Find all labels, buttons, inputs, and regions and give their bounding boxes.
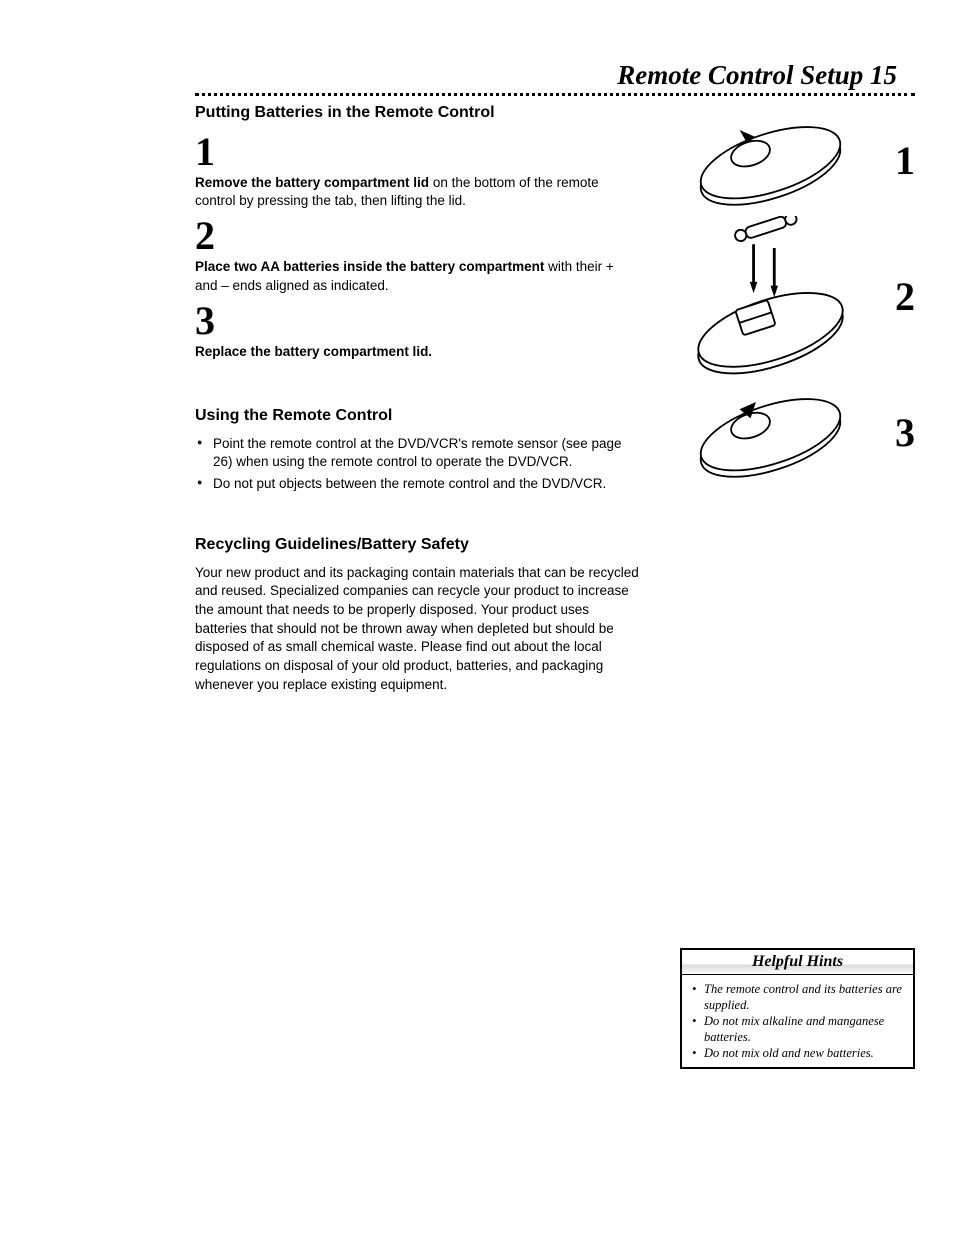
helpful-hints-title: Helpful Hints [682,950,913,975]
step-number-2: 2 [195,216,640,256]
step-2-bold: Place two AA batteries inside the batter… [195,259,544,274]
list-item: Do not put objects between the remote co… [197,475,640,493]
figure-number-3: 3 [891,409,915,456]
figure-row-2: 2 [660,216,915,376]
helpful-hints-box: Helpful Hints The remote control and its… [680,948,915,1069]
main-columns: Putting Batteries in the Remote Control … [195,104,915,694]
figure-column: 1 [660,104,915,482]
step-number-3: 3 [195,301,640,341]
list-item: Do not mix alkaline and manganese batter… [692,1013,905,1045]
remote-lid-on-icon [660,382,881,482]
text-column: Putting Batteries in the Remote Control … [195,104,660,694]
list-item: Point the remote control at the DVD/VCR'… [197,435,640,471]
step-3-text: Replace the battery compartment lid. [195,343,640,361]
heading-recycling: Recycling Guidelines/Battery Safety [195,536,640,554]
step-1-text: Remove the battery compartment lid on th… [195,174,640,210]
figure-stack: 1 [660,104,915,482]
recycling-paragraph: Your new product and its packaging conta… [195,564,640,694]
using-remote-list: Point the remote control at the DVD/VCR'… [195,435,640,493]
figure-row-3: 3 [660,382,915,482]
heading-using-remote: Using the Remote Control [195,407,640,425]
page-title: Remote Control Setup 15 [195,60,915,91]
step-2-text: Place two AA batteries inside the batter… [195,258,640,294]
figure-number-1: 1 [891,137,915,184]
dotted-rule [195,93,915,96]
helpful-hints-list: The remote control and its batteries are… [682,975,913,1067]
remote-insert-batteries-icon [660,216,881,376]
page-number: 15 [870,60,897,90]
figure-number-2: 2 [891,273,915,320]
list-item: Do not mix old and new batteries. [692,1045,905,1061]
heading-putting-batteries: Putting Batteries in the Remote Control [195,104,640,122]
figure-row-1: 1 [660,110,915,210]
step-3-bold: Replace the battery compartment lid. [195,344,432,359]
page-content: Remote Control Setup 15 Putting Batterie… [195,60,915,694]
step-number-1: 1 [195,132,640,172]
remote-lid-off-icon [660,110,881,210]
page-title-text: Remote Control Setup [617,60,863,90]
step-1-bold: Remove the battery compartment lid [195,175,429,190]
list-item: The remote control and its batteries are… [692,981,905,1013]
